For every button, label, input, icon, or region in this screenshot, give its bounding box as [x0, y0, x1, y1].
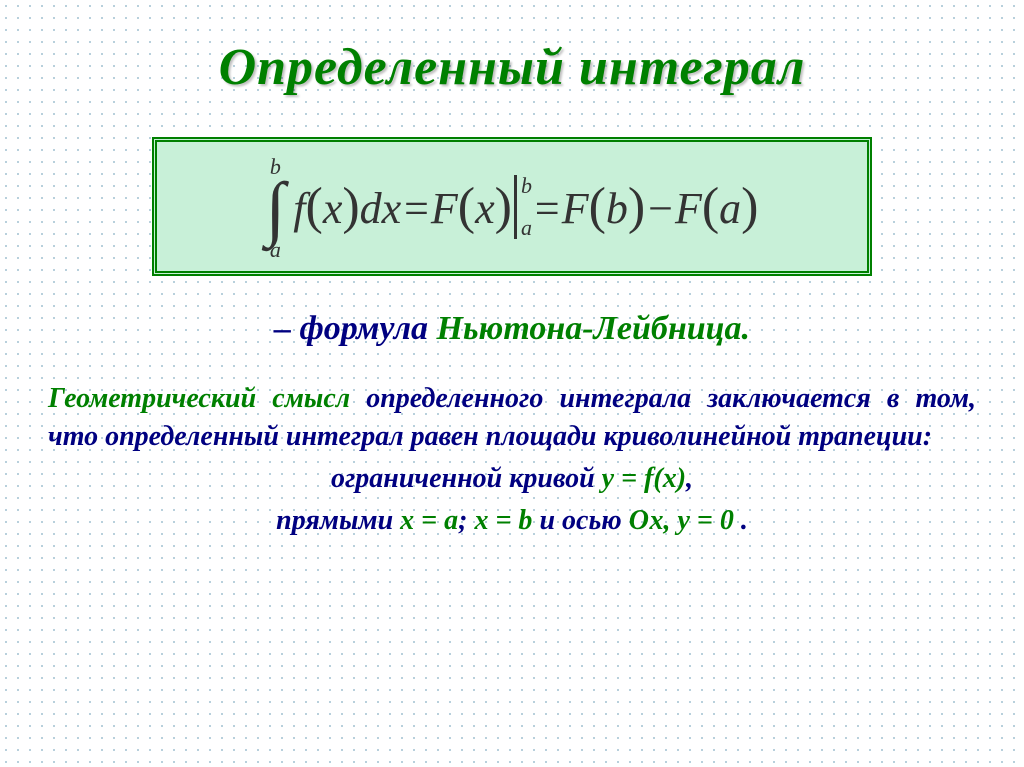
l3-g: . [734, 505, 748, 536]
newton-leibniz-formula: b ∫ a f ( x ) dx = F ( x ) b a = F ( b )… [266, 156, 759, 261]
l3-d: х = b [474, 505, 532, 536]
geo-label: Геометрический смысл [48, 383, 350, 414]
l2-a: ограниченной кривой [331, 463, 602, 494]
integral-sign: ∫ [266, 178, 286, 239]
formula-name: – формула Ньютона-Лейбница. [0, 310, 1024, 348]
var-x-1: x [323, 183, 343, 234]
antideriv-F-1: F [431, 183, 458, 234]
integral-symbol-block: b ∫ a [266, 156, 286, 261]
l3-f: Ох, у = 0 [629, 505, 734, 536]
dash: – [274, 310, 300, 347]
lower-limit: a [270, 239, 281, 261]
subtitle-word-formula: формула [299, 310, 436, 347]
dx: dx [360, 183, 402, 234]
eval-limits: b a [521, 175, 532, 239]
paren-close-4: ) [741, 177, 758, 236]
l3-e: и осью [532, 505, 628, 536]
slide-title: Определенный интеграл [0, 0, 1024, 97]
eval-bar [514, 175, 517, 239]
paren-open-2: ( [458, 177, 475, 236]
paren-open: ( [305, 177, 322, 236]
paren-open-4: ( [702, 177, 719, 236]
integrand-f: f [293, 183, 305, 234]
subtitle-word-newton-leibniz: Ньютона-Лейбница. [437, 310, 751, 347]
l2-c: , [686, 463, 693, 494]
minus: − [645, 183, 675, 234]
l3-b: х = a [400, 505, 458, 536]
antideriv-F-2: F [562, 183, 589, 234]
antideriv-F-3: F [675, 183, 702, 234]
arg-b: b [606, 183, 628, 234]
paren-close: ) [342, 177, 359, 236]
eval-upper: b [521, 175, 532, 197]
arg-a: a [719, 183, 741, 234]
var-x-2: x [475, 183, 495, 234]
equals-2: = [532, 183, 562, 234]
bounded-by-curve-line: ограниченной кривой у = f(x), [0, 460, 1024, 498]
bounded-by-lines-line: прямыми х = a; х = b и осью Ох, у = 0 . [0, 502, 1024, 540]
l2-b: у = f(x) [602, 463, 686, 494]
formula-box: b ∫ a f ( x ) dx = F ( x ) b a = F ( b )… [152, 137, 872, 276]
paren-close-3: ) [628, 177, 645, 236]
equals-1: = [401, 183, 431, 234]
l3-a: прямыми [276, 505, 400, 536]
paren-close-2: ) [495, 177, 512, 236]
l3-c: ; [458, 505, 474, 536]
paren-open-3: ( [589, 177, 606, 236]
eval-lower: a [521, 217, 532, 239]
geometric-meaning-paragraph: Геометрический смысл определенного интег… [48, 380, 976, 456]
